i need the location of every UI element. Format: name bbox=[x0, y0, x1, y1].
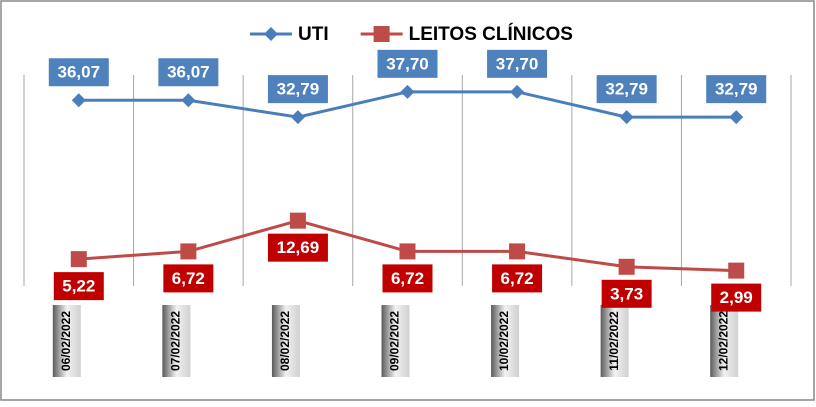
data-label: 6,72 bbox=[172, 269, 205, 288]
date-box bbox=[710, 305, 739, 377]
data-label-box bbox=[267, 233, 328, 262]
x-tick-label: 08/02/2022 bbox=[278, 311, 292, 371]
point bbox=[181, 93, 196, 108]
data-label: 3,73 bbox=[610, 284, 643, 303]
data-label-box bbox=[377, 49, 438, 78]
data-label-box bbox=[48, 58, 109, 87]
legend-label: UTI bbox=[298, 24, 329, 45]
data-label-box bbox=[53, 272, 104, 301]
point bbox=[618, 258, 635, 275]
point bbox=[180, 243, 197, 260]
point bbox=[70, 251, 87, 268]
data-label: 6,72 bbox=[391, 269, 424, 288]
date-box bbox=[600, 305, 629, 377]
point bbox=[400, 84, 415, 99]
point bbox=[290, 110, 305, 125]
data-label-box bbox=[267, 75, 328, 104]
x-tick-label: 06/02/2022 bbox=[59, 311, 73, 371]
point bbox=[728, 262, 745, 279]
data-label: 32,79 bbox=[715, 80, 758, 99]
data-label: 36,07 bbox=[58, 63, 101, 82]
legend-label: LEITOS CLÍNICOS bbox=[409, 23, 573, 45]
point bbox=[510, 84, 525, 99]
data-label-box bbox=[596, 75, 657, 104]
date-box bbox=[271, 305, 300, 377]
data-label-box bbox=[601, 279, 652, 308]
legend-marker bbox=[264, 27, 278, 41]
point bbox=[289, 212, 306, 229]
point bbox=[509, 243, 526, 260]
date-box bbox=[162, 305, 191, 377]
data-label: 36,07 bbox=[167, 63, 210, 82]
data-label-box bbox=[711, 283, 762, 312]
data-label-box bbox=[382, 264, 433, 293]
date-box bbox=[491, 305, 520, 377]
data-label-box bbox=[492, 264, 543, 293]
legend-marker bbox=[373, 26, 390, 42]
point bbox=[71, 93, 86, 108]
data-label-box bbox=[163, 264, 214, 293]
x-tick-label: 09/02/2022 bbox=[388, 311, 402, 371]
data-label-box bbox=[487, 49, 548, 78]
point bbox=[619, 110, 634, 125]
data-label: 12,69 bbox=[277, 238, 320, 257]
data-label: 37,70 bbox=[496, 54, 539, 73]
date-box bbox=[381, 305, 410, 377]
date-box bbox=[52, 305, 81, 377]
data-label-box bbox=[158, 58, 219, 87]
data-label-box bbox=[706, 75, 767, 104]
x-tick-label: 12/02/2022 bbox=[716, 311, 730, 371]
data-label: 6,72 bbox=[501, 269, 534, 288]
point bbox=[399, 243, 416, 260]
data-label: 32,79 bbox=[277, 80, 320, 99]
x-tick-label: 10/02/2022 bbox=[497, 311, 511, 371]
x-tick-label: 11/02/2022 bbox=[607, 311, 621, 371]
x-tick-label: 07/02/2022 bbox=[169, 311, 183, 371]
legend: UTI LEITOS CLÍNICOS bbox=[250, 23, 573, 45]
data-label: 32,79 bbox=[605, 80, 648, 99]
data-label: 37,70 bbox=[386, 54, 429, 73]
point bbox=[729, 110, 744, 125]
data-label: 5,22 bbox=[62, 277, 95, 296]
data-label: 2,99 bbox=[720, 288, 753, 307]
